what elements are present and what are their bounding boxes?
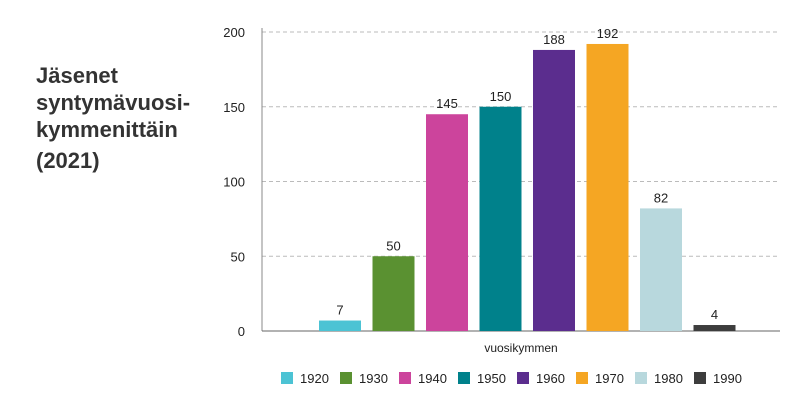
legend-swatch-1940	[399, 372, 411, 384]
legend-label-1920: 1920	[300, 371, 329, 386]
y-tick-label: 0	[238, 324, 245, 339]
data-label-1930: 50	[386, 238, 400, 253]
data-label-1940: 145	[436, 96, 458, 111]
y-tick-label: 200	[223, 25, 245, 40]
x-axis-label: vuosikymmen	[484, 341, 557, 355]
data-label-1990: 4	[711, 307, 718, 322]
legend-label-1930: 1930	[359, 371, 388, 386]
bar-1980	[640, 208, 682, 331]
bar-1940	[426, 114, 468, 331]
bar-1960	[533, 49, 575, 331]
legend-label-1940: 1940	[418, 371, 447, 386]
chart-title: Jäsenet syntymävuosi-kymmenittäin	[36, 63, 191, 142]
legend-label-1970: 1970	[595, 371, 624, 386]
data-label-1980: 82	[654, 190, 668, 205]
legend-label-1980: 1980	[654, 371, 683, 386]
y-tick-label: 100	[223, 175, 245, 190]
legend-label-1960: 1960	[536, 371, 565, 386]
legend-swatch-1950	[458, 372, 470, 384]
legend-swatch-1930	[340, 372, 352, 384]
data-label-1970: 192	[597, 26, 619, 41]
bar-1990	[693, 325, 736, 331]
legend-label-1950: 1950	[477, 371, 506, 386]
data-label-1950: 150	[490, 89, 512, 104]
bar-1950	[479, 106, 522, 331]
legend-swatch-1960	[517, 372, 529, 384]
legend-swatch-1980	[635, 372, 647, 384]
bar-1970	[586, 43, 629, 332]
data-label-1960: 188	[543, 32, 565, 47]
data-label-1920: 7	[336, 303, 343, 318]
bar-1930	[372, 256, 415, 331]
legend-swatch-1920	[281, 372, 293, 384]
bar-1920	[319, 320, 361, 331]
y-tick-label: 50	[231, 249, 245, 264]
legend-swatch-1970	[576, 372, 588, 384]
legend-label-1990: 1990	[713, 371, 742, 386]
legend-swatch-1990	[694, 372, 706, 384]
y-tick-label: 150	[223, 100, 245, 115]
chart-subtitle: (2021)	[36, 148, 100, 173]
